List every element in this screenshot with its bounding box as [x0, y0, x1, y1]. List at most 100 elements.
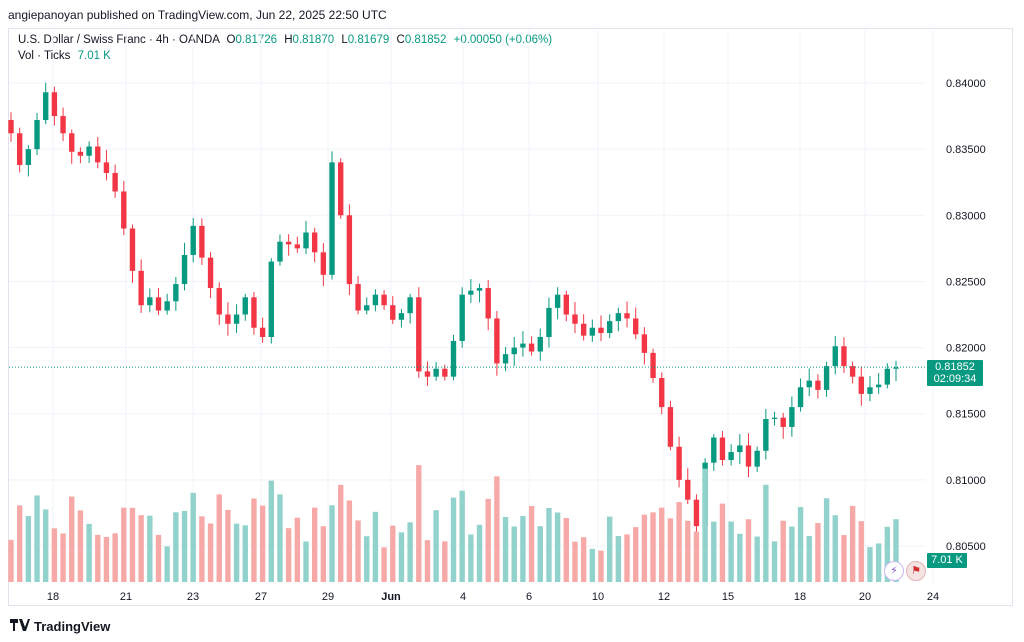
volume-bar	[876, 543, 881, 582]
volume-bar	[295, 518, 300, 582]
candle-body	[642, 334, 647, 353]
candle-body	[590, 328, 595, 336]
candle-body	[182, 255, 187, 284]
footer-brand[interactable]: TradingView	[10, 619, 110, 634]
volume-bar	[633, 527, 638, 582]
volume-bar	[546, 508, 551, 582]
candle-body	[512, 348, 517, 355]
candle-body	[225, 315, 230, 324]
volume-bar	[850, 506, 855, 582]
candle-body	[876, 385, 881, 388]
candle-body	[607, 321, 612, 333]
volume-bar	[824, 498, 829, 582]
candle-body	[425, 371, 430, 376]
volume-bar	[182, 511, 187, 582]
volume-bar	[807, 536, 812, 582]
x-tick-label: 29	[322, 591, 334, 603]
us-flag-event-icon[interactable]: ⚑	[906, 561, 926, 581]
candle-body	[728, 452, 733, 460]
volume-bar	[433, 510, 438, 582]
candle-body	[217, 288, 222, 314]
candle-body	[477, 288, 482, 291]
candle-body	[824, 366, 829, 390]
candle-body	[859, 377, 864, 394]
candle-body	[43, 92, 48, 120]
volume-bar	[416, 465, 421, 582]
bar-countdown: 02:09:34	[927, 373, 983, 385]
x-tick-label: 6	[526, 591, 532, 603]
volume-bar	[208, 523, 213, 582]
x-tick-label: 24	[927, 591, 939, 603]
volume-bar	[564, 518, 569, 582]
volume-bar	[52, 528, 57, 582]
candle-body	[833, 346, 838, 366]
volume-bar	[624, 534, 629, 582]
volume-bar	[859, 521, 864, 582]
volume-bar	[243, 525, 248, 582]
volume-bar	[130, 508, 135, 582]
price-chart[interactable]: 0.840000.835000.830000.825000.820000.815…	[0, 0, 1024, 642]
volume-bar	[425, 540, 430, 582]
volume-bar	[303, 542, 308, 582]
volume-bar	[355, 520, 360, 582]
candle-body	[381, 295, 386, 306]
candle-body	[234, 315, 239, 324]
candle-body	[112, 173, 117, 192]
volume-bar	[659, 508, 664, 582]
candle-body	[486, 288, 491, 318]
candle-body	[329, 162, 334, 274]
candle-body	[668, 407, 673, 447]
volume-bar	[138, 515, 143, 582]
y-tick-label: 0.81500	[946, 409, 986, 421]
volume-bar	[86, 524, 91, 582]
candle-body	[251, 297, 256, 327]
candle-body	[60, 116, 65, 133]
candle-body	[598, 328, 603, 333]
candle-body	[34, 120, 39, 149]
x-tick-label: 20	[859, 591, 871, 603]
candle-body	[789, 407, 794, 427]
volume-bar	[286, 528, 291, 582]
volume-bar	[347, 500, 352, 582]
x-tick-label: 21	[120, 591, 132, 603]
volume-bar	[772, 541, 777, 582]
candle-body	[303, 232, 308, 248]
volume-bar	[789, 527, 794, 582]
candle-body	[390, 305, 395, 320]
lightning-icon[interactable]: ⚡	[884, 561, 904, 581]
candle-body	[199, 226, 204, 258]
volume-bar	[737, 534, 742, 582]
candle-body	[815, 381, 820, 390]
volume-bar	[277, 494, 282, 582]
candle-body	[798, 387, 803, 407]
x-tick-label: 12	[658, 591, 670, 603]
volume-bar	[156, 535, 161, 582]
volume-bar	[590, 549, 595, 582]
volume-bar	[685, 521, 690, 582]
volume-bar	[43, 509, 48, 582]
volume-bar	[529, 506, 534, 582]
volume-bar	[520, 516, 525, 582]
x-tick-label: 27	[255, 591, 267, 603]
y-tick-label: 0.83000	[946, 210, 986, 222]
volume-bar	[26, 516, 31, 582]
y-tick-label: 0.84000	[946, 78, 986, 90]
x-tick-label: 18	[794, 591, 806, 603]
candle-body	[260, 328, 265, 337]
x-tick-label: 4	[460, 591, 466, 603]
volume-bar	[676, 502, 681, 582]
candle-body	[624, 313, 629, 318]
candle-body	[807, 381, 812, 388]
candle-body	[581, 324, 586, 336]
candle-body	[373, 295, 378, 306]
y-tick-label: 0.81000	[946, 475, 986, 487]
volume-bar	[754, 537, 759, 582]
volume-bar	[512, 526, 517, 582]
volume-bar	[598, 551, 603, 582]
volume-bar	[650, 512, 655, 582]
volume-bar	[451, 498, 456, 582]
candle-body	[147, 297, 152, 305]
candle-body	[468, 291, 473, 295]
candle-body	[121, 191, 126, 228]
candle-body	[564, 295, 569, 315]
